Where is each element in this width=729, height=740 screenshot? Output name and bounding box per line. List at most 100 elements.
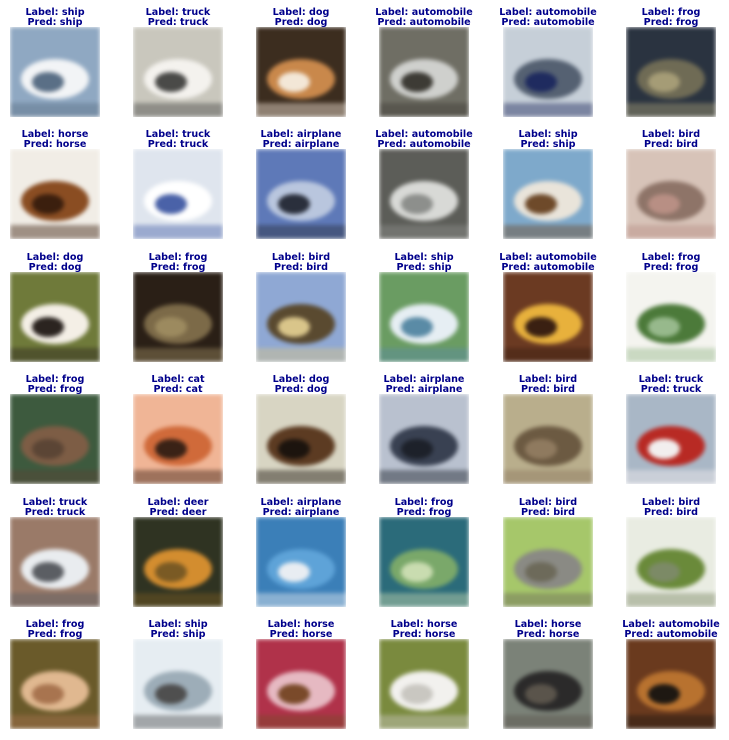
predicted-label: Pred: truck	[24, 507, 86, 518]
predicted-label: Pred: deer	[149, 507, 207, 518]
caption: Label: truck Pred: truck	[128, 130, 228, 150]
true-label: Label: truck	[638, 374, 704, 385]
predicted-label: Pred: horse	[23, 139, 87, 150]
truck-image	[626, 394, 716, 484]
image-cell: Label: truck Pred: truck	[128, 0, 228, 117]
car-image	[379, 27, 469, 117]
image-cell: Label: ship Pred: ship	[5, 0, 105, 117]
true-label: Label: bird	[518, 497, 578, 508]
predicted-label: Pred: truck	[147, 139, 209, 150]
ship-image	[133, 639, 223, 729]
caption: Label: horse Pred: horse	[5, 130, 105, 150]
true-label: Label: dog	[26, 252, 84, 263]
predicted-label: Pred: frog	[396, 507, 452, 518]
ship-image	[10, 27, 100, 117]
true-label: Label: frog	[641, 252, 701, 263]
caption: Label: dog Pred: dog	[251, 8, 351, 28]
image-cell: Label: dog Pred: dog	[251, 367, 351, 484]
car-image	[379, 149, 469, 239]
image-cell: Label: airplane Pred: airplane	[374, 367, 474, 484]
caption: Label: truck Pred: truck	[128, 8, 228, 28]
image-cell: Label: frog Pred: frog	[128, 245, 228, 362]
predicted-label: Pred: truck	[640, 384, 702, 395]
predicted-label: Pred: horse	[392, 629, 456, 640]
true-label: Label: automobile	[622, 619, 720, 630]
image-cell: Label: frog Pred: frog	[621, 245, 721, 362]
caption: Label: frog Pred: frog	[374, 498, 474, 518]
bird-image	[503, 517, 593, 607]
predicted-label: Pred: frog	[643, 262, 699, 273]
deer-image	[133, 517, 223, 607]
true-label: Label: airplane	[260, 497, 342, 508]
true-label: Label: automobile	[499, 7, 597, 18]
true-label: Label: bird	[518, 374, 578, 385]
caption: Label: horse Pred: horse	[498, 620, 598, 640]
true-label: Label: frog	[25, 619, 85, 630]
image-cell: Label: airplane Pred: airplane	[251, 490, 351, 607]
caption: Label: automobile Pred: automobile	[374, 130, 474, 150]
frog-image	[379, 517, 469, 607]
truck-image	[133, 27, 223, 117]
car-image	[503, 272, 593, 362]
predicted-label: Pred: airplane	[262, 139, 340, 150]
predicted-label: Pred: automobile	[624, 629, 718, 640]
image-cell: Label: deer Pred: deer	[128, 490, 228, 607]
caption: Label: ship Pred: ship	[5, 8, 105, 28]
frog-image	[10, 394, 100, 484]
image-cell: Label: frog Pred: frog	[5, 612, 105, 729]
predicted-label: Pred: frog	[27, 629, 83, 640]
predicted-label: Pred: automobile	[377, 139, 471, 150]
ship-image	[379, 272, 469, 362]
frog-image	[133, 272, 223, 362]
predicted-label: Pred: ship	[396, 262, 452, 273]
true-label: Label: cat	[151, 374, 205, 385]
dog-image	[256, 394, 346, 484]
caption: Label: truck Pred: truck	[5, 498, 105, 518]
caption: Label: airplane Pred: airplane	[251, 130, 351, 150]
bird-image	[626, 149, 716, 239]
image-cell: Label: automobile Pred: automobile	[374, 0, 474, 117]
caption: Label: truck Pred: truck	[621, 375, 721, 395]
true-label: Label: ship	[394, 252, 454, 263]
horse-image	[256, 639, 346, 729]
true-label: Label: horse	[514, 619, 582, 630]
true-label: Label: dog	[272, 374, 330, 385]
predicted-label: Pred: automobile	[377, 17, 471, 28]
true-label: Label: frog	[148, 252, 208, 263]
bird-image	[256, 272, 346, 362]
caption: Label: horse Pred: horse	[251, 620, 351, 640]
image-cell: Label: horse Pred: horse	[251, 612, 351, 729]
predicted-label: Pred: horse	[269, 629, 333, 640]
predicted-label: Pred: dog	[28, 262, 82, 273]
image-cell: Label: automobile Pred: automobile	[374, 122, 474, 239]
image-cell: Label: dog Pred: dog	[5, 245, 105, 362]
caption: Label: bird Pred: bird	[498, 375, 598, 395]
true-label: Label: horse	[390, 619, 458, 630]
image-cell: Label: automobile Pred: automobile	[621, 612, 721, 729]
image-cell: Label: bird Pred: bird	[498, 490, 598, 607]
caption: Label: automobile Pred: automobile	[498, 8, 598, 28]
image-cell: Label: cat Pred: cat	[128, 367, 228, 484]
predicted-label: Pred: truck	[147, 17, 209, 28]
predicted-label: Pred: bird	[643, 507, 699, 518]
frog-image	[10, 639, 100, 729]
caption: Label: ship Pred: ship	[498, 130, 598, 150]
image-cell: Label: automobile Pred: automobile	[498, 0, 598, 117]
car-image	[503, 27, 593, 117]
caption: Label: automobile Pred: automobile	[498, 253, 598, 273]
horse-image	[379, 639, 469, 729]
predicted-label: Pred: ship	[27, 17, 83, 28]
predicted-label: Pred: dog	[274, 17, 328, 28]
true-label: Label: automobile	[375, 7, 473, 18]
caption: Label: cat Pred: cat	[128, 375, 228, 395]
caption: Label: dog Pred: dog	[251, 375, 351, 395]
image-cell: Label: ship Pred: ship	[128, 612, 228, 729]
caption: Label: bird Pred: bird	[621, 130, 721, 150]
caption: Label: frog Pred: frog	[5, 620, 105, 640]
image-cell: Label: truck Pred: truck	[128, 122, 228, 239]
ship-image	[503, 149, 593, 239]
caption: Label: bird Pred: bird	[251, 253, 351, 273]
caption: Label: frog Pred: frog	[621, 8, 721, 28]
bird-image	[626, 517, 716, 607]
